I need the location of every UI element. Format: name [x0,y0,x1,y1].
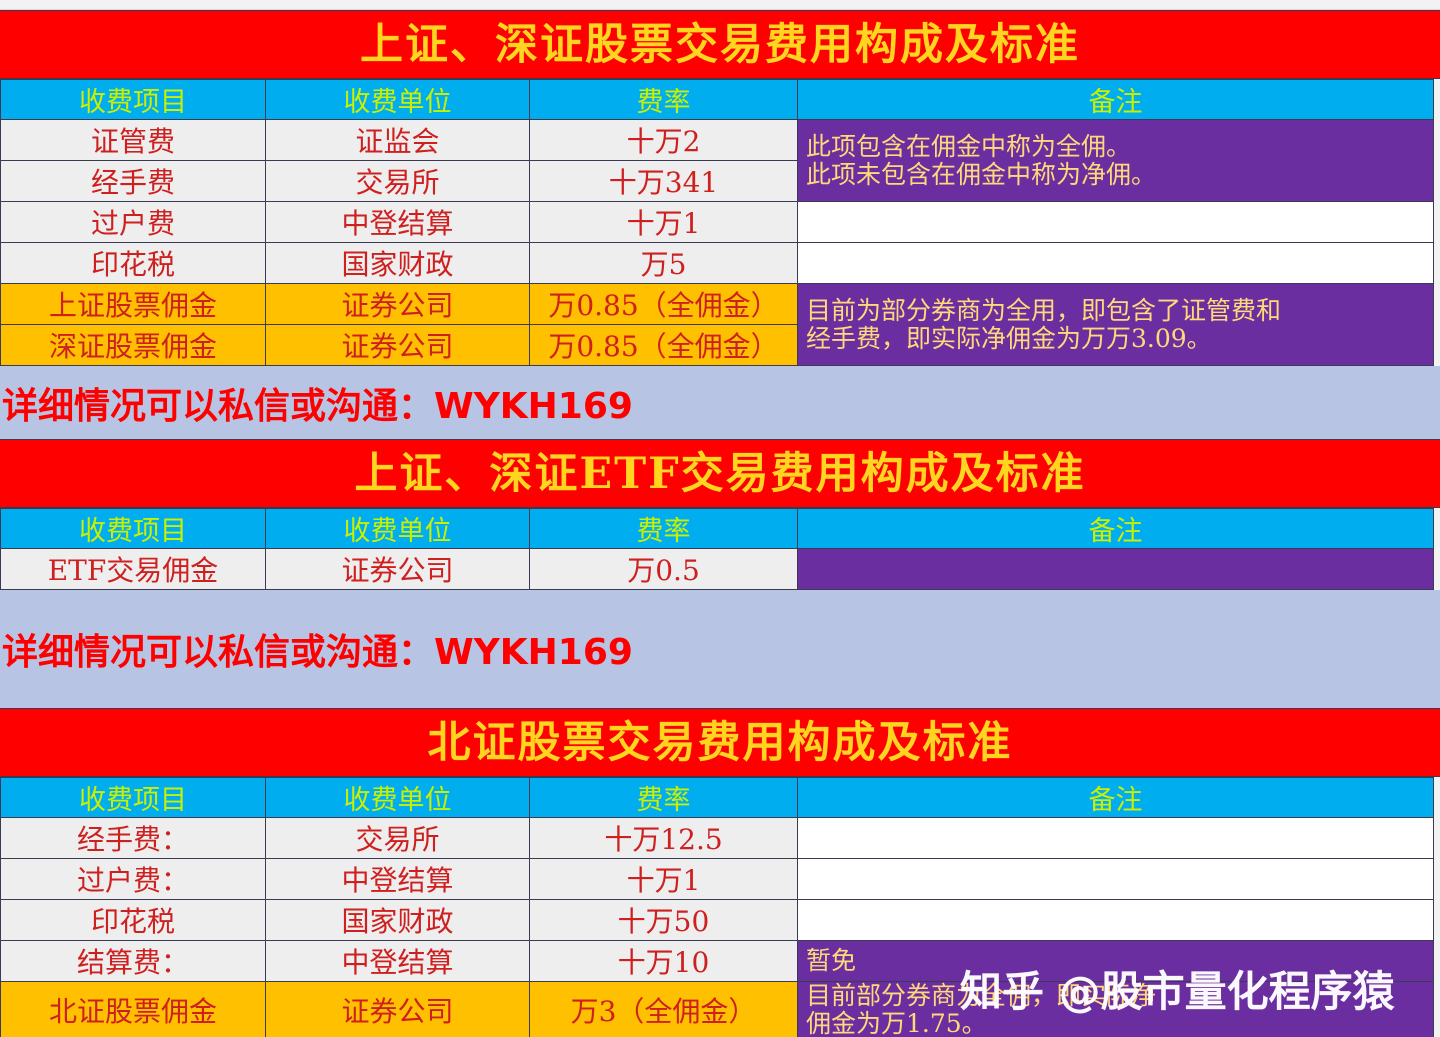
remark-line: 此项包含在佣金中称为全佣。 [806,131,1132,161]
cell-unit: 证券公司 [265,981,530,1037]
col-header-item: 收费项目 [0,79,266,120]
cell-unit: 中登结算 [265,940,530,982]
table-row: ETF交易佣金 证券公司 万0.5 [0,548,1434,590]
cell-rate: 十万2 [529,119,798,161]
table-header-row: 收费项目 收费单位 费率 备注 [0,508,1434,549]
col-header-remark: 备注 [797,508,1434,549]
stock-table-wrap: 收费项目 收费单位 费率 备注 证管费 证监会 十万2 此项包含在佣金中称为全佣… [0,79,1434,366]
col-header-unit: 收费单位 [265,79,530,120]
bse-table-title: 北证股票交易费用构成及标准 [0,708,1440,777]
table-row: 经手费 交易所 十万341 [0,160,1434,202]
col-header-rate: 费率 [529,79,798,120]
table-header-row: 收费项目 收费单位 费率 备注 [0,777,1434,818]
table-row: 印花税 国家财政 十万50 [0,899,1434,941]
remark-line: 目前部分券商为全佣，即实际净 [806,981,1157,1010]
cell-unit: 中登结算 [265,858,530,900]
table-row-highlight: 上证股票佣金 证券公司 万0.85（全佣金） 目前为部分券商为全用，即包含了证管… [0,283,1434,366]
cell-unit: 证监会 [265,119,530,161]
cell-rate: 十万341 [529,160,798,202]
remark-line: 暂免 [806,946,857,975]
cell-unit: 交易所 [265,817,530,859]
cell-item: 印花税 [0,899,266,941]
cell-unit: 证券公司 [265,324,530,366]
remark-line: 目前为部分券商为全用，即包含了证管费和 [806,295,1282,325]
cell-rate: 万0.85（全佣金） [529,324,798,366]
contact-text: 详细情况可以私信或沟通：WYKH169 [2,632,633,673]
cell-item: ETF交易佣金 [0,548,266,590]
cell-unit: 国家财政 [265,899,530,941]
table-row-highlight: 北证股票佣金 证券公司 万3（全佣金） 目前部分券商为全佣，即实际净 佣金为万1… [0,981,1434,1037]
cell-remark-empty [797,858,1434,900]
col-header-rate: 费率 [529,777,798,818]
col-header-item: 收费项目 [0,508,266,549]
col-header-remark: 备注 [797,777,1434,818]
table-row: 结算费： 中登结算 十万10 暂免 [0,940,1434,982]
remark-line: 此项未包含在佣金中称为净佣。 [806,159,1157,189]
cell-rate: 万3（全佣金） [529,981,798,1037]
cell-item: 过户费： [0,858,266,900]
col-header-rate: 费率 [529,508,798,549]
cell-unit: 证券公司 [265,283,530,325]
cell-item: 印花税 [0,242,266,284]
cell-remark-empty [797,242,1434,284]
bse-fee-table: 收费项目 收费单位 费率 备注 经手费： 交易所 十万12.5 过户费： 中登结… [0,777,1434,1037]
table-row: 过户费： 中登结算 十万1 [0,858,1434,900]
cell-rate: 十万50 [529,899,798,941]
cell-remark-empty [797,899,1434,941]
etf-fee-table: 收费项目 收费单位 费率 备注 ETF交易佣金 证券公司 万0.5 [0,508,1434,590]
table-row-highlight: 深证股票佣金 证券公司 万0.85（全佣金） [0,324,1434,366]
cell-rate: 万0.85（全佣金） [529,283,798,325]
col-header-item: 收费项目 [0,777,266,818]
etf-table-title: 上证、深证ETF交易费用构成及标准 [0,439,1440,508]
cell-item: 北证股票佣金 [0,981,266,1037]
cell-unit: 中登结算 [265,201,530,243]
cell-rate: 十万12.5 [529,817,798,859]
cell-remark-empty [797,548,1434,590]
stock-fee-table: 收费项目 收费单位 费率 备注 证管费 证监会 十万2 此项包含在佣金中称为全佣… [0,79,1434,366]
cell-rate: 十万1 [529,858,798,900]
table-header-row: 收费项目 收费单位 费率 备注 [0,79,1434,120]
cell-remark: 暂免 [797,940,1434,982]
cell-item: 上证股票佣金 [0,283,266,325]
contact-band-1: 详细情况可以私信或沟通：WYKH169 [0,366,1440,439]
col-header-unit: 收费单位 [265,508,530,549]
cell-item: 经手费： [0,817,266,859]
cell-item: 证管费 [0,119,266,161]
cell-item: 过户费 [0,201,266,243]
etf-table-wrap: 收费项目 收费单位 费率 备注 ETF交易佣金 证券公司 万0.5 [0,508,1434,590]
cell-unit: 国家财政 [265,242,530,284]
cell-remark: 此项包含在佣金中称为全佣。 此项未包含在佣金中称为净佣。 [797,119,1434,202]
cell-remark: 目前部分券商为全佣，即实际净 佣金为万1.75。 [797,981,1434,1037]
contact-text: 详细情况可以私信或沟通：WYKH169 [2,385,633,427]
col-header-remark: 备注 [797,79,1434,120]
cell-unit: 交易所 [265,160,530,202]
cell-item: 结算费： [0,940,266,982]
remark-line: 经手费，即实际净佣金为万万3.09。 [806,323,1212,353]
top-strip [0,0,1440,10]
col-header-unit: 收费单位 [265,777,530,818]
contact-band-2: 详细情况可以私信或沟通：WYKH169 [0,590,1440,708]
cell-item: 深证股票佣金 [0,324,266,366]
bse-table-wrap: 收费项目 收费单位 费率 备注 经手费： 交易所 十万12.5 过户费： 中登结… [0,777,1434,1037]
cell-remark-empty [797,817,1434,859]
cell-item: 经手费 [0,160,266,202]
table-row: 证管费 证监会 十万2 此项包含在佣金中称为全佣。 此项未包含在佣金中称为净佣。 [0,119,1434,202]
cell-rate: 万0.5 [529,548,798,590]
table-row: 经手费： 交易所 十万12.5 [0,817,1434,859]
remark-line: 佣金为万1.75。 [806,1009,987,1037]
cell-rate: 万5 [529,242,798,284]
table-row: 印花税 国家财政 万5 [0,242,1434,284]
cell-remark: 目前为部分券商为全用，即包含了证管费和 经手费，即实际净佣金为万万3.09。 [797,283,1434,366]
cell-rate: 十万10 [529,940,798,982]
cell-remark-empty [797,201,1434,243]
cell-unit: 证券公司 [265,548,530,590]
table-row: 过户费 中登结算 十万1 [0,201,1434,243]
cell-rate: 十万1 [529,201,798,243]
stock-table-title: 上证、深证股票交易费用构成及标准 [0,10,1440,79]
